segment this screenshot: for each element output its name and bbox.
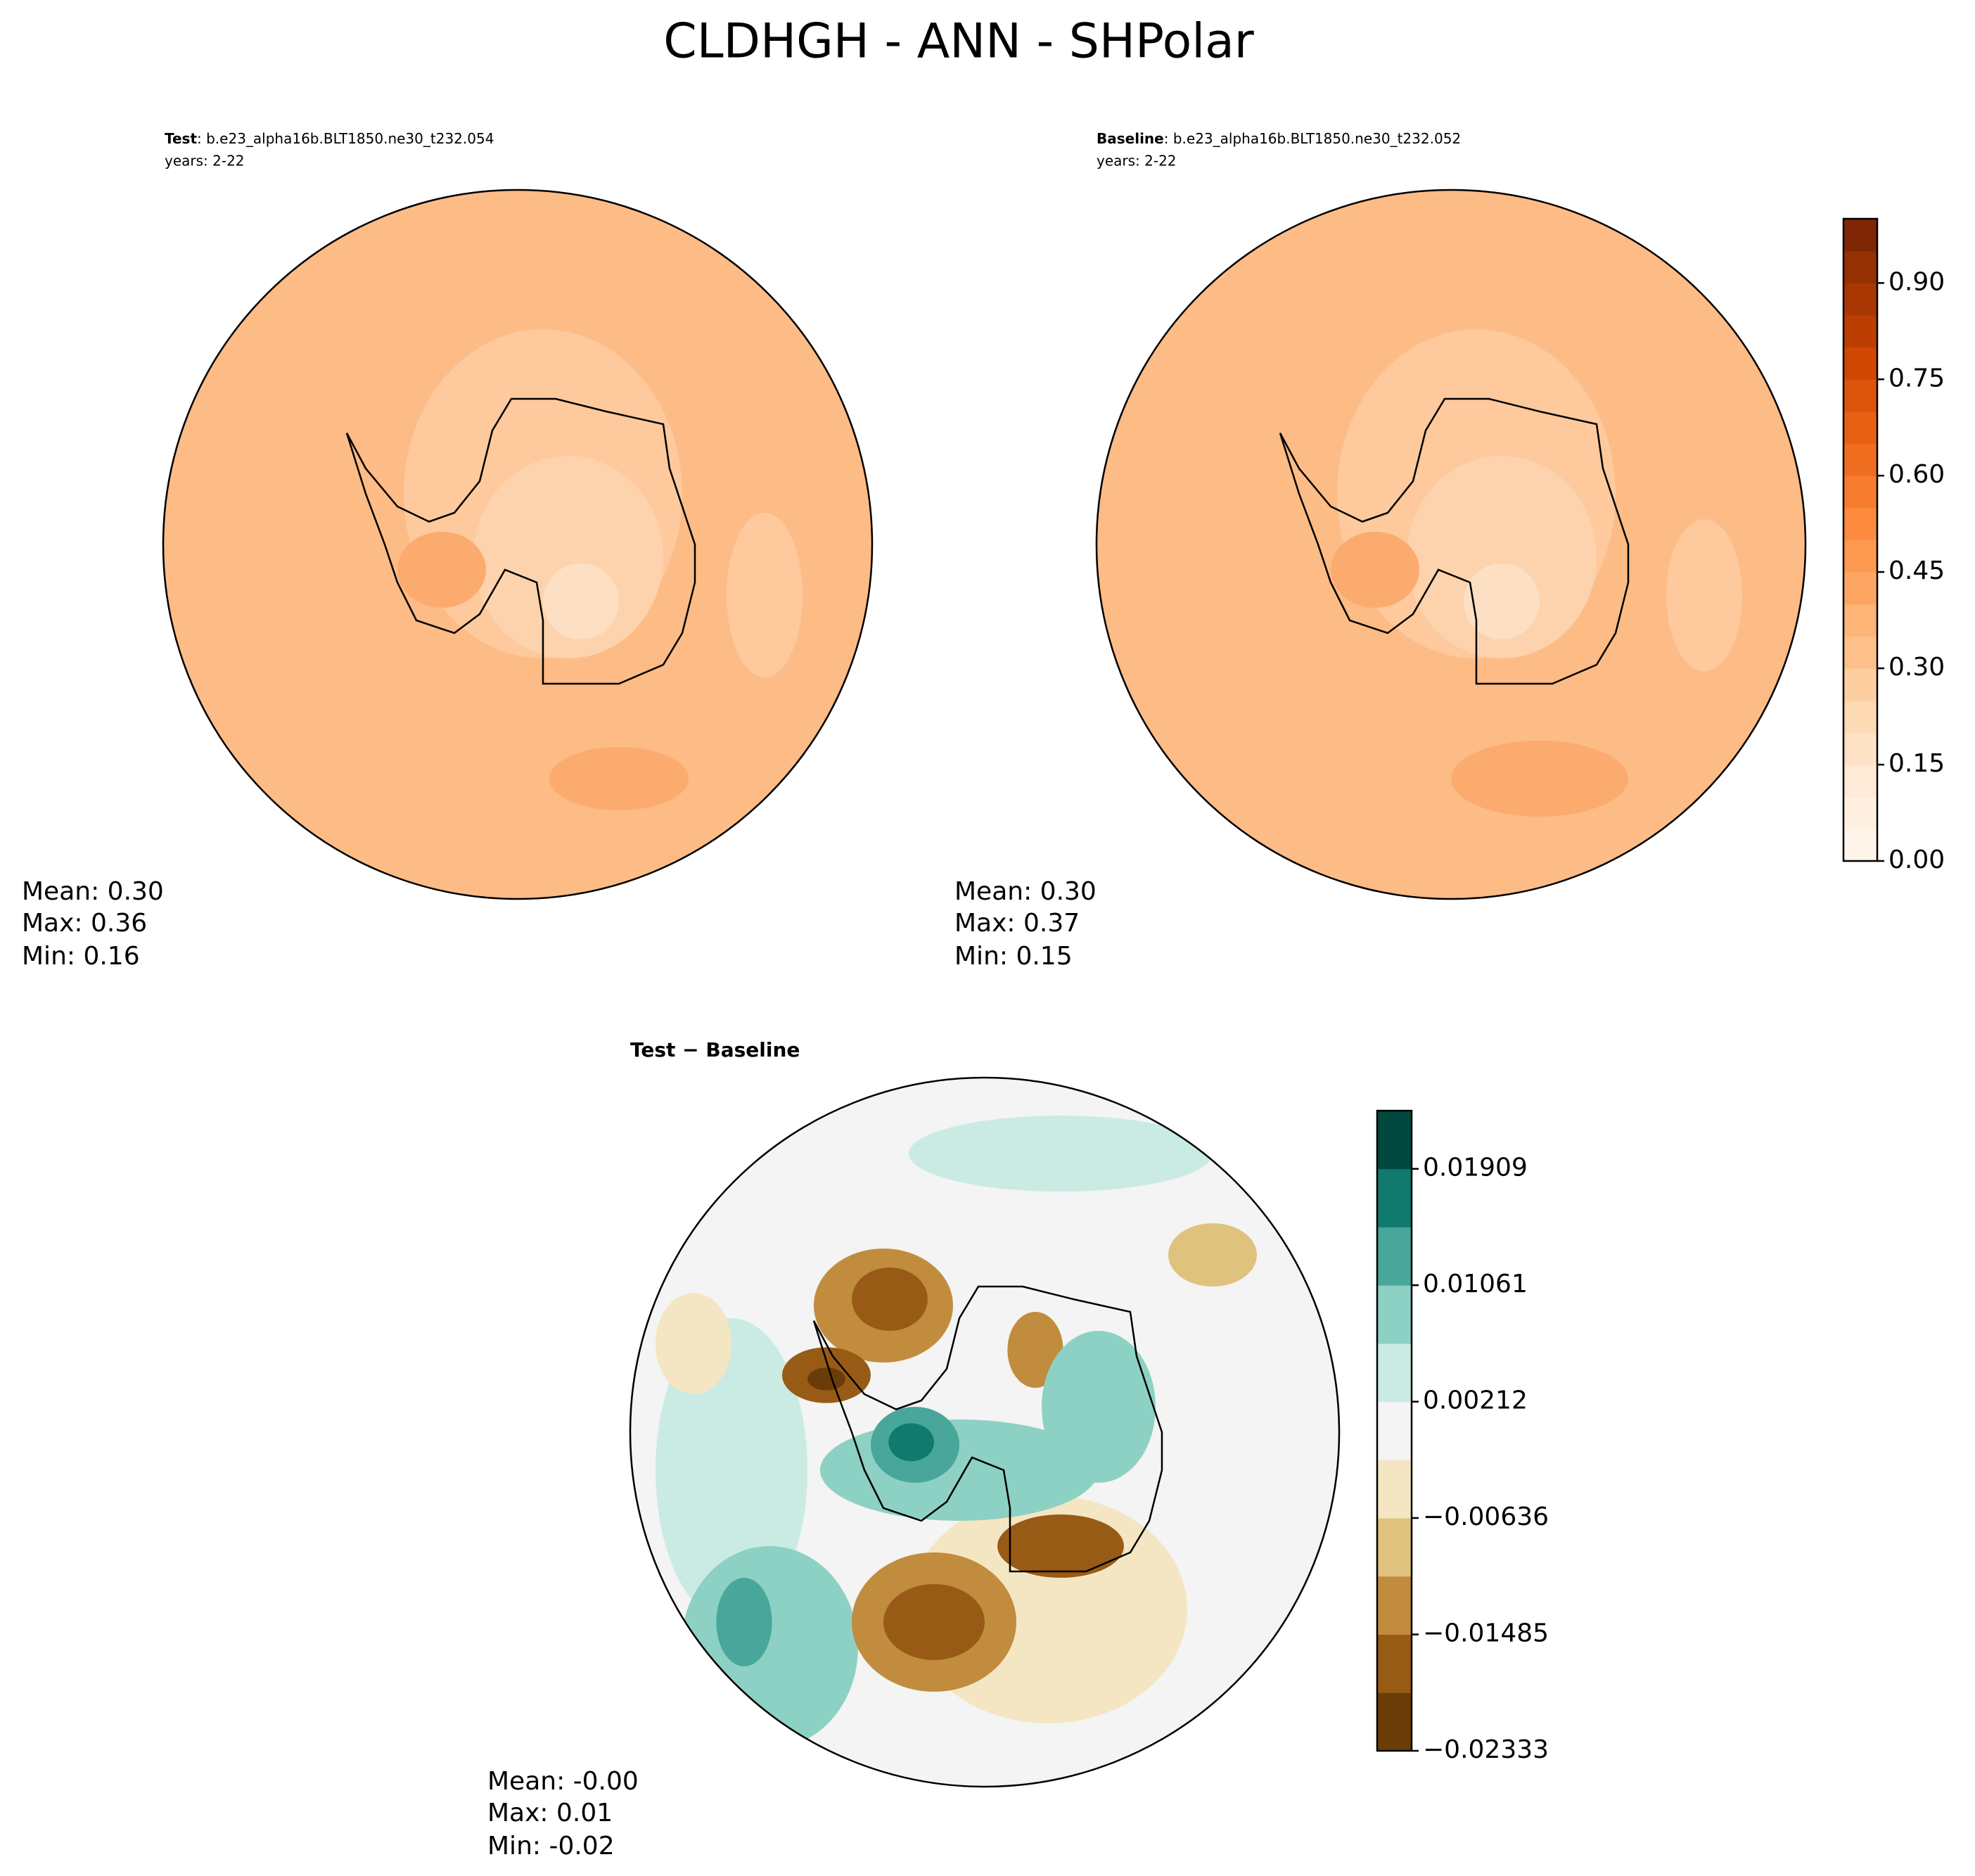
field-contour	[807, 1367, 845, 1391]
map	[162, 189, 874, 900]
stat: Max: 0.36	[22, 909, 147, 938]
field-contour	[909, 1116, 1213, 1192]
map-boundary	[1095, 189, 1807, 900]
field-contour	[1407, 456, 1597, 658]
colorbar-tick-label: 0.00	[1888, 846, 1945, 874]
colorbar-tick-label: 0.90	[1888, 267, 1945, 296]
colorbar-band	[1377, 1285, 1412, 1344]
field-contour	[1331, 532, 1419, 608]
field-contour	[549, 747, 689, 810]
colorbar-band	[1843, 636, 1877, 669]
stat: Min: 0.15	[954, 942, 1073, 971]
colorbar-tick-label: −0.01485	[1423, 1619, 1549, 1648]
colorbar-frame	[1376, 1109, 1413, 1752]
colorbar-band	[1377, 1576, 1412, 1635]
colorbar-band	[1843, 700, 1877, 733]
panel-header: Baseline: b.e23_alpha16b.BLT1850.ne30_t2…	[1097, 130, 1461, 147]
colorbar-band	[1843, 314, 1877, 348]
stat: Mean: 0.30	[954, 877, 1097, 906]
colorbar-band	[1377, 1343, 1412, 1403]
field-contour	[716, 1578, 772, 1666]
colorbar-tick-label: −0.02333	[1423, 1735, 1549, 1764]
colorbar-band	[1843, 250, 1877, 283]
colorbar-band	[1843, 796, 1877, 829]
years: years: 2-22	[1097, 153, 1177, 170]
panel-header: Test: b.e23_alpha16b.BLT1850.ne30_t232.0…	[165, 130, 494, 147]
map	[629, 1076, 1341, 1788]
colorbar-band	[1843, 476, 1877, 509]
colorbar-tick-label: −0.00636	[1423, 1502, 1549, 1531]
colorbar-band	[1843, 283, 1877, 316]
colorbar-tick-label: 0.01909	[1423, 1154, 1528, 1182]
stat: Min: 0.16	[22, 942, 140, 971]
stat: Max: 0.01	[487, 1799, 613, 1827]
colorbar-band	[1843, 347, 1877, 380]
colorbar-band	[1843, 765, 1877, 798]
field-contour	[1666, 519, 1742, 671]
colorbar-tick-label: 0.45	[1888, 556, 1945, 585]
colorbar-band	[1843, 507, 1877, 540]
field-contour	[1168, 1223, 1257, 1287]
field-contour	[1042, 1331, 1156, 1483]
colorbar-band	[1843, 411, 1877, 445]
map	[1095, 189, 1807, 900]
colorbar-tick-label: 0.01061	[1423, 1270, 1528, 1298]
field-contour	[852, 1268, 928, 1331]
colorbar-band	[1843, 572, 1877, 605]
field	[630, 1078, 1339, 1787]
field-contour	[997, 1514, 1124, 1578]
colorbar-band	[1377, 1401, 1412, 1460]
field-contour	[681, 1546, 858, 1749]
field-contour	[1464, 563, 1540, 639]
colorbar-band	[1377, 1692, 1412, 1751]
figure-title: CLDHGH - ANN - SHPolar	[663, 14, 1254, 70]
colorbar-band	[1843, 379, 1877, 412]
colorbar-band	[1377, 1460, 1412, 1519]
field-contour	[727, 513, 803, 677]
field-contour	[397, 532, 486, 608]
colorbar-tick-label: 0.60	[1888, 460, 1945, 489]
field-contour	[888, 1423, 934, 1462]
stat: Mean: -0.00	[487, 1767, 639, 1796]
field-contour	[1007, 1312, 1063, 1388]
colorbar-band	[1377, 1634, 1412, 1693]
colorbar-band	[1843, 829, 1877, 862]
field-contour	[883, 1584, 985, 1660]
colorbar-band	[1377, 1168, 1412, 1227]
stat: Mean: 0.30	[22, 877, 164, 906]
stat: Max: 0.37	[954, 909, 1080, 938]
colorbar-tick-label: 0.30	[1888, 653, 1945, 682]
field	[163, 190, 872, 899]
field-contour	[543, 563, 619, 639]
colorbar-tick-label: 0.15	[1888, 749, 1945, 778]
panel-label: Baseline	[1097, 130, 1164, 147]
field	[1097, 190, 1805, 899]
colorbar-band	[1843, 668, 1877, 701]
colorbar-band	[1377, 1111, 1412, 1170]
colorbar-band	[1843, 219, 1877, 252]
colorbar-band	[1843, 443, 1877, 476]
case-name: : b.e23_alpha16b.BLT1850.ne30_t232.052	[1164, 130, 1461, 147]
stat: Min: -0.02	[487, 1832, 615, 1861]
years: years: 2-22	[165, 153, 245, 170]
colorbar-frame	[1842, 217, 1879, 862]
map-boundary	[629, 1076, 1341, 1788]
field-contour	[656, 1293, 731, 1394]
panel-label: Test	[165, 130, 197, 147]
colorbar-tick-label: 0.75	[1888, 364, 1945, 393]
panel-label: Test − Baseline	[630, 1038, 800, 1061]
colorbar-band	[1843, 604, 1877, 637]
colorbar-tick-label: 0.00212	[1423, 1386, 1528, 1415]
colorbar-band	[1377, 1227, 1412, 1286]
field-contour	[1451, 741, 1628, 817]
colorbar-band	[1843, 540, 1877, 573]
colorbar-band	[1843, 732, 1877, 765]
case-name: : b.e23_alpha16b.BLT1850.ne30_t232.054	[197, 130, 494, 147]
map-boundary	[162, 189, 874, 900]
colorbar-band	[1377, 1518, 1412, 1577]
